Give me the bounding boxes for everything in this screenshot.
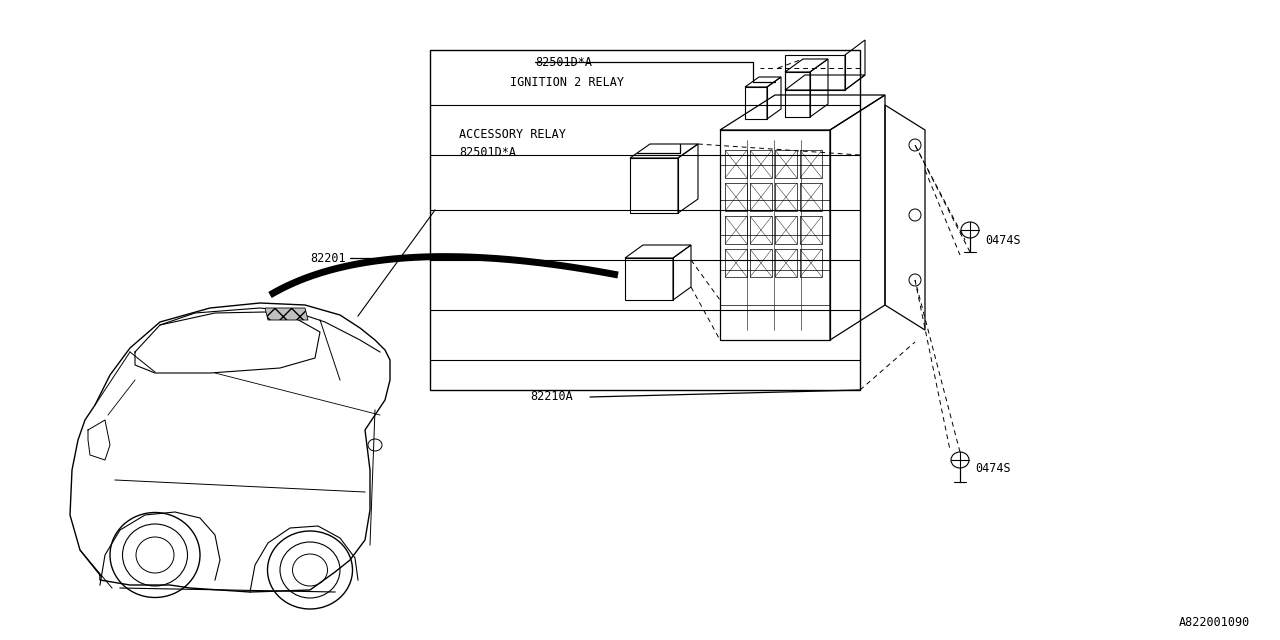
Text: 82210A: 82210A bbox=[530, 390, 572, 403]
Text: A822001090: A822001090 bbox=[1179, 616, 1251, 628]
Text: 82201: 82201 bbox=[310, 252, 346, 264]
Bar bbox=[430, 50, 860, 390]
Bar bbox=[724, 249, 748, 277]
Bar bbox=[750, 150, 772, 178]
Bar bbox=[800, 150, 822, 178]
Bar bbox=[774, 150, 797, 178]
Bar bbox=[800, 216, 822, 244]
Text: 82501D*A: 82501D*A bbox=[460, 147, 516, 159]
Bar bbox=[724, 150, 748, 178]
Bar bbox=[774, 183, 797, 211]
Text: IGNITION 2 RELAY: IGNITION 2 RELAY bbox=[509, 76, 625, 88]
Bar bbox=[750, 249, 772, 277]
Bar bbox=[800, 249, 822, 277]
Text: 0474S: 0474S bbox=[986, 234, 1020, 246]
Bar bbox=[724, 216, 748, 244]
Bar bbox=[800, 183, 822, 211]
Text: 82501D*A: 82501D*A bbox=[535, 56, 591, 68]
Text: 0474S: 0474S bbox=[975, 461, 1011, 474]
Bar bbox=[774, 216, 797, 244]
Bar bbox=[724, 183, 748, 211]
Bar bbox=[774, 249, 797, 277]
Text: ACCESSORY RELAY: ACCESSORY RELAY bbox=[460, 129, 566, 141]
Polygon shape bbox=[265, 308, 308, 320]
Bar bbox=[750, 183, 772, 211]
Bar bbox=[750, 216, 772, 244]
